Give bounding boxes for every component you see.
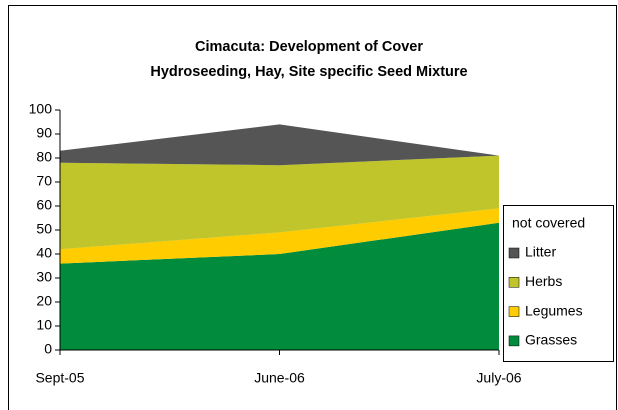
legend-swatch bbox=[508, 277, 520, 288]
y-tick-label: 50 bbox=[36, 221, 52, 237]
x-tick-label: Sept-05 bbox=[35, 370, 84, 386]
x-tick-label: June-06 bbox=[254, 370, 305, 386]
y-tick-label: 70 bbox=[36, 173, 52, 189]
y-tick-label: 60 bbox=[36, 197, 52, 213]
y-tick-label: 40 bbox=[36, 245, 52, 261]
y-tick-label: 90 bbox=[36, 125, 52, 141]
y-tick-label: 100 bbox=[29, 101, 53, 117]
y-tick-label: 80 bbox=[36, 149, 52, 165]
area bbox=[60, 124, 499, 166]
chart-title: Cimacuta: Development of Cover bbox=[195, 39, 423, 55]
area bbox=[60, 208, 499, 264]
legend-label: Legumes bbox=[525, 302, 583, 318]
legend-box bbox=[503, 205, 614, 362]
legend-swatch bbox=[508, 247, 520, 259]
legend-swatch bbox=[508, 306, 520, 317]
x-tick-label: July-06 bbox=[476, 370, 521, 386]
legend-label: Grasses bbox=[525, 332, 577, 348]
y-tick-label: 10 bbox=[36, 317, 52, 333]
legend-label: Litter bbox=[525, 244, 556, 260]
chart-title: Hydroseeding, Hay, Site specific Seed Mi… bbox=[150, 64, 467, 80]
y-tick-label: 30 bbox=[36, 269, 52, 285]
y-tick-label: 0 bbox=[44, 341, 52, 357]
area bbox=[60, 222, 499, 350]
legend-label: Herbs bbox=[525, 273, 562, 289]
y-tick-label: 20 bbox=[36, 293, 52, 309]
legend-title: not covered bbox=[512, 215, 585, 231]
area bbox=[60, 155, 499, 250]
legend-swatch bbox=[508, 335, 520, 347]
